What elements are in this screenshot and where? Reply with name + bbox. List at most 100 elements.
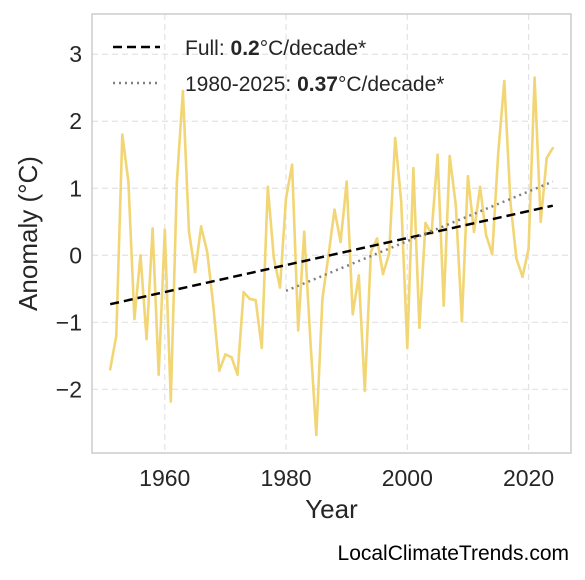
data-point [454, 203, 458, 207]
data-point [290, 163, 294, 167]
data-point [405, 346, 409, 350]
data-point [442, 304, 445, 307]
data-point [284, 197, 288, 200]
data-point [187, 230, 191, 234]
data-point [539, 220, 542, 224]
data-point [193, 270, 197, 274]
data-point [139, 253, 142, 257]
data-point [181, 89, 185, 93]
data-point [351, 312, 355, 316]
data-point [302, 230, 306, 234]
data-point [496, 152, 500, 155]
y-tick-label: −1 [56, 309, 82, 335]
data-point [278, 286, 282, 289]
data-point [254, 298, 258, 302]
data-point [114, 334, 118, 338]
grid [92, 14, 571, 453]
data-point [490, 252, 494, 256]
y-tick-label: −2 [56, 376, 82, 402]
trend-line-full [109, 204, 554, 306]
data-point [478, 185, 482, 189]
data-point [169, 400, 173, 403]
legend-recent-prefix: 1980-2025: [185, 73, 297, 96]
data-point [466, 174, 470, 178]
y-tick-label: 1 [69, 175, 82, 201]
legend-entry-full: Full: 0.2°C/decade* [185, 37, 366, 60]
data-point [272, 257, 276, 260]
data-point [503, 79, 506, 83]
data-point [393, 136, 397, 140]
data-point [363, 389, 367, 392]
data-point [108, 367, 112, 371]
data-point [224, 353, 227, 356]
data-point [175, 180, 179, 183]
data-point [236, 373, 239, 376]
data-point [357, 274, 361, 277]
legend-full-prefix: Full: [185, 37, 231, 60]
data-point [460, 319, 464, 323]
legend-full-value: 0.2 [231, 37, 260, 60]
data-point [127, 180, 130, 183]
data-point [545, 156, 549, 160]
x-tick-label: 2020 [503, 465, 554, 491]
data-point [296, 329, 300, 332]
trend-line-recent [285, 180, 554, 292]
trend-layer [109, 180, 554, 306]
x-tick-label: 1960 [139, 465, 190, 491]
data-point [551, 146, 555, 150]
data-point [369, 250, 373, 254]
data-point [308, 337, 312, 341]
data-point [333, 208, 336, 212]
data-point [260, 346, 264, 350]
data-point [375, 237, 379, 240]
data-point [163, 228, 167, 232]
x-axis-label: Year [305, 494, 358, 524]
data-point [521, 275, 524, 279]
legend-recent-value: 0.37 [297, 73, 338, 96]
legend: Full: 0.2°C/decade* 1980-2025: 0.37°C/de… [113, 37, 444, 96]
data-point [448, 154, 452, 158]
data-point [151, 227, 154, 230]
data-point [230, 355, 233, 359]
data-point [315, 433, 318, 437]
data-point [321, 297, 324, 301]
series-line-0 [108, 76, 554, 437]
legend-recent-suffix: °C/decade* [338, 73, 444, 96]
data-point [527, 247, 530, 250]
data-point [424, 221, 427, 225]
data-point [157, 373, 160, 376]
data-point [266, 185, 270, 189]
legend-full-suffix: °C/decade* [260, 37, 366, 60]
data-point [418, 326, 421, 329]
data-point [509, 200, 512, 203]
data-point [345, 180, 348, 183]
legend-entry-recent: 1980-2025: 0.37°C/decade* [185, 73, 444, 96]
data-point [133, 317, 136, 321]
x-tick-label: 1980 [260, 465, 311, 491]
data-point [205, 250, 209, 254]
data-point [218, 369, 221, 372]
watermark: LocalClimateTrends.com [337, 542, 569, 565]
data-point [248, 297, 251, 301]
data-point [199, 225, 203, 228]
y-axis-label: Anomaly (°C) [13, 156, 43, 311]
y-tick-label: 3 [69, 41, 82, 67]
data-point [412, 166, 415, 170]
data-point [472, 230, 476, 234]
data-point [381, 272, 385, 276]
ticks: 1960 1980 2000 2020 −2 −1 0 1 2 3 [56, 41, 554, 491]
series-layer [108, 76, 555, 437]
data-point [339, 240, 342, 244]
data-point [387, 252, 391, 256]
y-tick-label: 2 [69, 108, 82, 134]
data-point [515, 257, 518, 260]
data-point [145, 337, 148, 341]
x-tick-label: 2000 [382, 465, 433, 491]
data-point [436, 153, 439, 157]
data-point [484, 233, 488, 237]
plot-frame [91, 13, 572, 454]
data-point [533, 76, 536, 79]
data-point [242, 290, 245, 294]
data-point [211, 304, 215, 307]
